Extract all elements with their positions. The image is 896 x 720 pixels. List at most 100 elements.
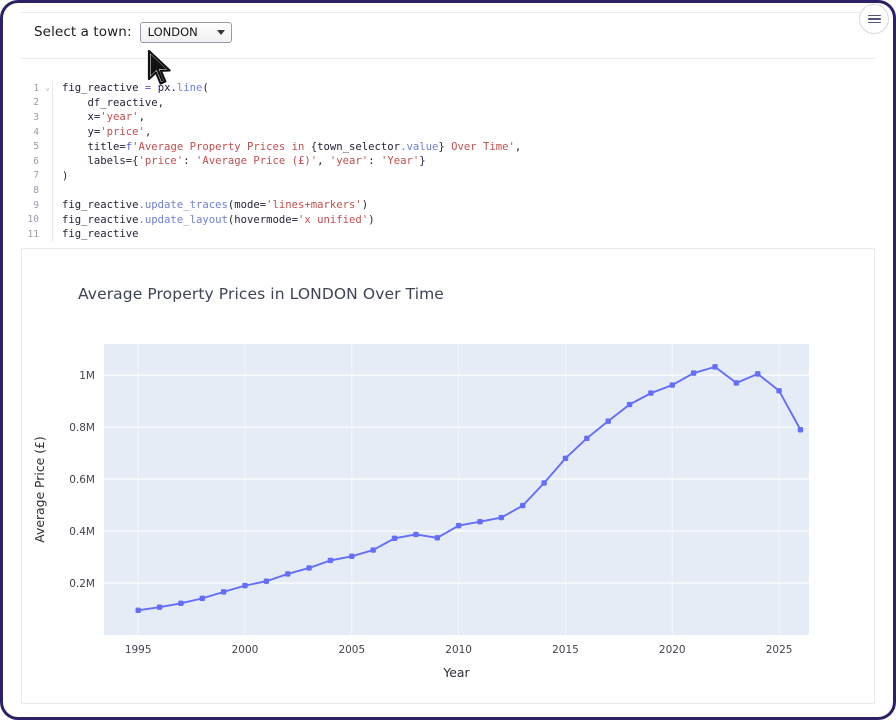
code-gutter-divider bbox=[52, 183, 53, 198]
code-line-number: 6 bbox=[33, 155, 39, 167]
y-axis-tick-label: 0.8M bbox=[69, 422, 95, 434]
x-axis-title: Year bbox=[442, 665, 470, 680]
code-gutter-divider bbox=[52, 212, 53, 227]
hamburger-menu-icon bbox=[867, 12, 881, 25]
town-select-value: LONDON bbox=[147, 25, 198, 39]
data-point-marker[interactable] bbox=[776, 388, 782, 394]
chart-plot-svg: 0.2M 0.4M 0.6M 0.8M 1M 1995 2000 2005 2010 2015 20… bbox=[32, 344, 809, 680]
data-point-marker[interactable] bbox=[199, 595, 205, 602]
town-selector-label: Select a town: bbox=[34, 24, 132, 40]
data-line-price bbox=[137, 365, 802, 612]
code-gutter-divider bbox=[52, 153, 53, 169]
code-fold-chevron-icon[interactable]: ⌄ bbox=[45, 83, 50, 93]
x-axis-tick-label: 2015 bbox=[552, 644, 579, 656]
code-gutter-divider bbox=[52, 226, 53, 242]
code-line: 8 bbox=[21, 183, 875, 198]
data-point-marker[interactable] bbox=[156, 604, 163, 610]
chevron-down-icon bbox=[216, 29, 225, 35]
code-line-number: 11 bbox=[27, 228, 39, 240]
code-gutter-divider bbox=[52, 95, 53, 111]
code-line-text: fig_reactive bbox=[62, 228, 139, 241]
data-point-marker[interactable] bbox=[349, 553, 355, 559]
code-line: 9 fig_reactive.update_traces(mode='lines+… bbox=[21, 197, 875, 213]
code-line-text: title=f'Average Property Prices in {town… bbox=[62, 140, 522, 153]
data-point-marker[interactable] bbox=[541, 480, 547, 486]
town-selector-row: Select a town: LONDON bbox=[21, 14, 875, 50]
code-line-text: df_reactive, bbox=[62, 96, 165, 109]
data-point-marker[interactable] bbox=[327, 557, 334, 564]
code-line-text: y='price', bbox=[62, 126, 152, 139]
code-line-text: labels={'price': 'Average Price (£)', 'y… bbox=[62, 155, 426, 168]
code-editor[interactable]: 1 ⌄ fig_reactive = px.line(2 df_reactive, 3… bbox=[21, 69, 875, 245]
y-axis-tick-label: 0.4M bbox=[69, 526, 95, 538]
code-line-text: fig_reactive.update_layout(hovermode='x … bbox=[62, 213, 375, 226]
code-line-number: 9 bbox=[33, 199, 39, 211]
code-line: 10 fig_reactive.update_layout(hovermode='… bbox=[21, 212, 875, 227]
code-line: 6 labels={'price': 'Average Price (£)', … bbox=[21, 153, 875, 169]
data-point-marker[interactable] bbox=[455, 522, 462, 529]
data-point-marker[interactable] bbox=[220, 589, 227, 595]
code-line-text: x='year', bbox=[62, 111, 145, 124]
data-point-marker[interactable] bbox=[135, 607, 141, 614]
data-point-marker[interactable] bbox=[477, 519, 483, 525]
plotly-chart-card[interactable]: Average Property Prices in LONDON Over T… bbox=[21, 248, 875, 704]
code-line-number: 7 bbox=[33, 170, 39, 182]
data-point-marker[interactable] bbox=[797, 427, 804, 433]
code-line: 2 df_reactive, bbox=[21, 95, 875, 111]
data-point-marker[interactable] bbox=[669, 382, 675, 388]
data-point-marker[interactable] bbox=[263, 578, 270, 584]
data-point-marker[interactable] bbox=[434, 535, 440, 541]
code-line-number: 2 bbox=[33, 97, 39, 109]
town-select-dropdown[interactable]: LONDON bbox=[139, 21, 232, 43]
data-point-marker[interactable] bbox=[391, 535, 398, 542]
code-line: 3 x='year', bbox=[21, 110, 875, 125]
code-line-number: 3 bbox=[33, 111, 39, 123]
data-point-marker[interactable] bbox=[498, 514, 505, 521]
data-point-marker[interactable] bbox=[712, 364, 718, 370]
code-gutter-divider bbox=[52, 81, 53, 96]
code-line: 5 title=f'Average Property Prices in {to… bbox=[21, 139, 875, 154]
code-line-text: fig_reactive.update_traces(mode='lines+m… bbox=[62, 199, 369, 212]
data-point-marker[interactable] bbox=[605, 418, 611, 424]
hamburger-menu-button[interactable] bbox=[859, 4, 889, 34]
data-point-marker[interactable] bbox=[306, 565, 312, 571]
x-axis-tick-label: 2025 bbox=[766, 644, 793, 656]
data-point-marker[interactable] bbox=[755, 371, 761, 377]
plot-background bbox=[104, 344, 809, 635]
chart-title: Average Property Prices in LONDON Over T… bbox=[78, 285, 444, 303]
x-axis-tick-label: 2000 bbox=[232, 644, 259, 656]
data-point-marker[interactable] bbox=[178, 600, 184, 607]
code-line-number: 10 bbox=[27, 214, 39, 226]
data-point-marker[interactable] bbox=[285, 571, 291, 577]
y-axis-title: Average Price (£) bbox=[32, 436, 47, 543]
x-axis-tick-label: 2005 bbox=[338, 644, 365, 656]
code-line: 7) bbox=[21, 168, 875, 184]
previous-cell-sliver bbox=[21, 3, 875, 13]
y-axis-tick-label: 0.2M bbox=[69, 578, 95, 590]
data-point-marker[interactable] bbox=[242, 582, 248, 589]
data-point-marker[interactable] bbox=[733, 380, 740, 386]
code-line-text: fig_reactive = px.line( bbox=[62, 82, 209, 95]
code-line: 4 y='price', bbox=[21, 124, 875, 140]
x-axis-tick-label: 1995 bbox=[125, 644, 152, 656]
data-point-marker[interactable] bbox=[584, 435, 590, 442]
x-axis-tick-label: 2010 bbox=[445, 644, 472, 656]
code-gutter-divider bbox=[52, 139, 53, 154]
code-line-number: 8 bbox=[33, 184, 39, 196]
code-gutter-divider bbox=[52, 168, 53, 184]
data-point-marker[interactable] bbox=[690, 370, 697, 376]
data-point-marker[interactable] bbox=[520, 502, 526, 509]
code-line-number: 4 bbox=[33, 126, 39, 138]
data-point-marker[interactable] bbox=[413, 531, 419, 538]
code-line: 1 ⌄ fig_reactive = px.line( bbox=[21, 81, 875, 96]
data-point-marker[interactable] bbox=[626, 401, 633, 408]
code-line: 11 fig_reactive bbox=[21, 226, 875, 242]
data-point-marker[interactable] bbox=[370, 547, 376, 553]
data-point-marker[interactable] bbox=[648, 390, 654, 396]
code-gutter-divider bbox=[52, 124, 53, 140]
code-line-number: 1 bbox=[33, 82, 39, 94]
code-line-text: ) bbox=[62, 169, 69, 182]
data-point-marker[interactable] bbox=[562, 455, 569, 462]
code-gutter-divider bbox=[52, 110, 53, 125]
y-axis-tick-label: 1M bbox=[79, 370, 95, 382]
